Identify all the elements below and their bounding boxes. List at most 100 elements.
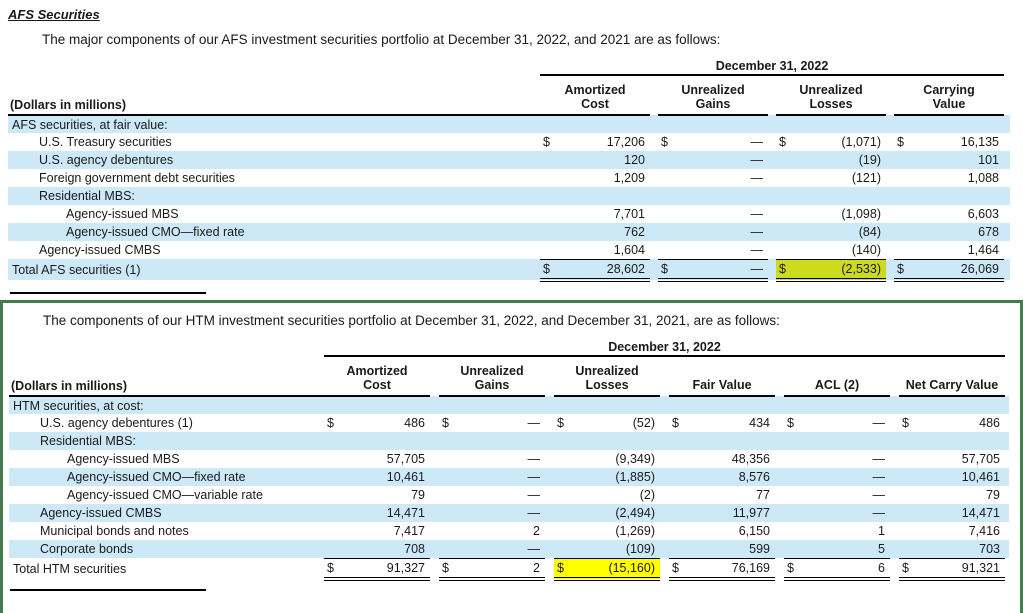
spacer: [545, 450, 554, 468]
amount-cell: 703: [899, 540, 1005, 559]
spacer: [660, 504, 669, 522]
spacer: [545, 540, 554, 558]
amount-cell: 6,603: [894, 205, 1004, 223]
row-label: U.S. Treasury securities: [8, 133, 540, 151]
spacer: [430, 356, 439, 396]
currency-symbol: $: [787, 560, 794, 575]
amount-value: 17,206: [606, 135, 645, 149]
column-header-line: Net Carry Value: [905, 378, 999, 393]
row-label: Foreign government debt securities: [8, 169, 540, 187]
amount-cell: $28,602: [540, 259, 650, 282]
amount-cell: —: [439, 504, 545, 522]
spacer: [1005, 414, 1009, 432]
spacer: [886, 151, 894, 169]
column-header: Amortized Cost: [324, 356, 430, 397]
amount-cell: 48,356: [669, 450, 775, 468]
spacer: [430, 522, 439, 540]
amount-value: 91,327: [386, 560, 425, 575]
amount-value: 1,209: [613, 171, 645, 185]
currency-symbol: $: [661, 261, 668, 276]
amount-cell: [776, 187, 886, 205]
amount-cell: $ —: [658, 133, 768, 151]
spacer: [775, 396, 784, 414]
amount-cell: $76,169: [669, 558, 775, 581]
column-header-line: Unrealized: [681, 82, 745, 97]
spacer: [430, 540, 439, 558]
amount-cell: $16,135: [894, 133, 1004, 151]
spacer: [1004, 259, 1010, 280]
amount-value: 26,069: [960, 261, 999, 276]
spacer: [1004, 151, 1010, 169]
spacer: [886, 169, 894, 187]
amount-value: 10,461: [386, 470, 425, 484]
column-header-line: Amortized: [346, 363, 408, 378]
amount-cell: $486: [899, 414, 1005, 432]
table-row: HTM securities, at cost:: [9, 396, 1009, 414]
amount-cell: $6: [784, 558, 890, 581]
spacer: [545, 522, 554, 540]
spacer: [545, 504, 554, 522]
amount-value: 8,576: [738, 470, 770, 484]
spacer: [768, 187, 776, 205]
amount-cell: [776, 115, 886, 133]
column-header-line: Value: [932, 97, 966, 112]
amount-value: —: [527, 416, 541, 430]
row-label-text: U.S. agency debentures: [39, 153, 174, 167]
row-label-text: Corporate bonds: [40, 542, 134, 556]
spacer: [768, 75, 776, 115]
column-header-line: Gains: [695, 97, 731, 112]
amount-cell: $ —: [658, 259, 768, 282]
amount-value: 2: [533, 560, 540, 575]
row-label: Municipal bonds and notes: [9, 522, 324, 540]
spacer: [430, 414, 439, 432]
amount-cell: (19): [776, 151, 886, 169]
currency-symbol: $: [557, 416, 564, 430]
amount-value: 101: [978, 153, 999, 167]
row-label: HTM securities, at cost:: [9, 396, 324, 414]
spacer: [775, 450, 784, 468]
spacer: [660, 522, 669, 540]
amount-value: 14,471: [386, 506, 425, 520]
spacer: [890, 468, 899, 486]
spacer: [1004, 223, 1010, 241]
table-row: Agency-issued CMO—fixed rate 762 — (84) 678: [8, 223, 1010, 241]
amount-value: 28,602: [606, 261, 645, 276]
row-label-text: Agency-issued CMBS: [39, 243, 161, 257]
row-label-text: Agency-issued CMO—fixed rate: [66, 225, 245, 239]
spacer: [660, 432, 669, 450]
spacer: [430, 432, 439, 450]
amount-value: —: [872, 488, 886, 502]
spacer: [650, 115, 658, 133]
column-header: Unrealized Losses: [776, 75, 886, 116]
amount-cell: 1,209: [540, 169, 650, 187]
table-row: Foreign government debt securities 1,209 —…: [8, 169, 1010, 187]
amount-cell: 77: [669, 486, 775, 504]
amount-value: (2,533): [841, 261, 881, 276]
spacer: [1005, 432, 1009, 450]
amount-value: (1,071): [841, 135, 881, 149]
row-label-text: U.S. agency debentures (1): [40, 416, 193, 430]
amount-cell: 10,461: [324, 468, 430, 486]
spacer: [650, 133, 658, 151]
amount-cell: [324, 396, 430, 414]
amount-value: 14,471: [961, 506, 1000, 520]
amount-value: 120: [624, 153, 645, 167]
amount-value: 1,464: [967, 242, 999, 257]
amount-value: 79: [986, 488, 1000, 502]
row-label: Agency-issued MBS: [8, 205, 540, 223]
amount-value: 76,169: [731, 560, 770, 575]
spacer: [430, 504, 439, 522]
spacer: [650, 169, 658, 187]
column-header-line: Unrealized: [575, 363, 639, 378]
currency-symbol: $: [779, 261, 786, 276]
spacer: [768, 115, 776, 133]
spacer: [890, 558, 899, 579]
spacer: [768, 205, 776, 223]
amount-value: 703: [979, 541, 1000, 556]
amount-cell: 1,604: [540, 241, 650, 260]
amount-cell: 2: [439, 522, 545, 540]
column-header: Net Carry Value: [899, 356, 1005, 397]
amount-cell: —: [658, 223, 768, 241]
amount-cell: —: [658, 205, 768, 223]
spacer: [768, 169, 776, 187]
